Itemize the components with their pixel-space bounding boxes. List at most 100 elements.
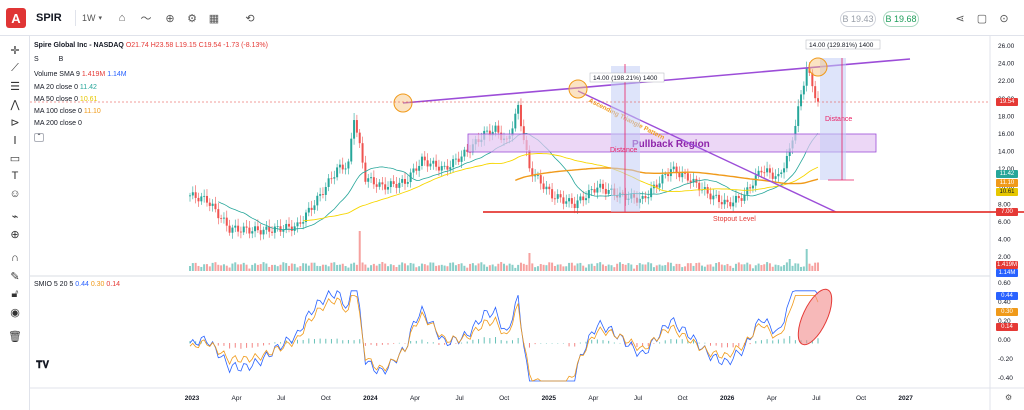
lock-icon[interactable]: 🔓︎ [11,287,19,300]
templates-icon[interactable]: ▦ [208,12,220,25]
candle-body [302,222,305,224]
text-icon[interactable]: T [11,170,19,182]
projection-icon[interactable]: ⊳ [10,116,20,129]
candle-body [802,85,805,95]
lock-drawing-icon[interactable]: ✎ [10,270,20,283]
alert-icon[interactable]: ⌂ [118,12,126,24]
time-axis[interactable]: 2023 Apr Jul Oct 2024 Apr Jul Oct 2025 Apr Jul Oct 2… [185,395,913,402]
volume-bar [548,262,551,271]
buy-button[interactable]: B 19.68 [883,11,919,27]
ma20-legend[interactable]: MA 20 close 0 11.42 [34,84,97,91]
osc-histogram-bar [381,343,383,345]
osc-tick: 0.20 [998,318,1011,325]
app-logo-icon[interactable]: A [6,8,26,28]
volume-bar [760,265,763,271]
compare-icon[interactable]: ⊕ [165,12,175,25]
ruler-icon[interactable]: ⌁ [11,210,19,223]
candle-body [392,181,395,184]
osc-histogram-bar [347,339,349,344]
interval-selector[interactable]: 1W ▾ [82,13,103,23]
indicators-icon[interactable]: ⚙ [187,12,197,25]
price-axis[interactable]: 26.0024.0022.0020.0018.0016.0014.0012.00… [998,43,1015,261]
share-icon[interactable]: ⋖ [955,12,965,25]
osc-histogram-bar [540,343,542,344]
volume-bar [621,263,624,271]
candle-body [228,225,231,233]
fullscreen-icon[interactable]: ⊙ [999,12,1009,25]
candle-body [539,175,542,184]
volume-bar [381,262,384,271]
ma100-legend[interactable]: MA 100 close 0 11.10 [34,108,101,115]
volume-bar [418,266,421,271]
osc-histogram-bar [602,340,604,344]
buy-label[interactable]: B [58,56,64,63]
osc-histogram-bar [325,338,327,344]
pattern-icon[interactable]: ⋀ [10,98,20,111]
candle-body [387,187,390,190]
sell-label[interactable]: S [34,56,39,63]
settings-icon[interactable]: ⚙ [1005,393,1012,402]
osc-histogram-bar [517,337,519,344]
volume-bar [225,265,228,271]
replay-icon[interactable]: ⟲ [245,12,255,25]
candle-body [514,113,517,129]
visibility-icon[interactable]: ◉ [10,306,20,319]
crosshair-icon[interactable]: ✛ [10,44,20,57]
price-tick: 14.00 [998,149,1015,156]
smio-legend[interactable]: SMIO 5 20 5 0.44 0.30 0.14 [34,281,120,288]
zoom-icon[interactable]: ⊕ [10,228,20,241]
measure-icon[interactable]: Ⅰ [13,134,17,147]
magnet-icon[interactable]: ∩ [11,252,19,264]
candle-body [590,189,593,191]
ma200-legend[interactable]: MA 200 close 0 [34,120,82,127]
osc-histogram-bar [568,343,570,347]
ma50-legend[interactable]: MA 50 close 0 10.61 [34,96,97,103]
volume-bar [375,265,378,271]
distance-box-1[interactable] [611,66,640,212]
chart-type-icon[interactable]: 〜 [140,13,152,25]
volume-bar [398,264,401,271]
volume-bar [817,262,819,271]
brush-icon[interactable]: ▭ [9,152,21,165]
trash-icon[interactable]: 🗑︎ [8,330,22,343]
symbol-search[interactable]: SPIR [36,12,62,24]
candle-body [757,170,760,176]
trendline-icon[interactable]: ⟋ [11,61,19,74]
candle-body [420,156,423,166]
osc-histogram-bar [726,343,728,348]
collapse-legend-button[interactable]: ⌃ [34,133,44,142]
price-chart[interactable]: Pullback Region Stopout Level Ascending … [30,36,1024,410]
touch-circle-1[interactable] [393,93,413,113]
candle-body [548,186,551,190]
candle-body [220,218,223,219]
pullback-region[interactable] [467,133,877,153]
osc-histogram-bar [359,339,361,344]
osc-histogram-bar [461,342,463,344]
touch-circle-3[interactable] [808,57,828,77]
volume-bar [681,267,684,271]
oscillator-axis[interactable]: 0.60 0.40 0.20 0.00 -0.20 -0.40 [998,280,1013,382]
fib-icon[interactable]: ☰ [10,80,20,93]
volume-bar [480,262,483,271]
candle-body [658,183,661,188]
candle-body [299,222,302,224]
emoji-icon[interactable]: ☺ [9,188,21,200]
oscillator-highlight[interactable] [791,285,838,350]
volume-bar [505,265,508,271]
candle-body [205,195,208,203]
snapshot-icon[interactable]: ▢ [976,12,988,25]
symbol-title: Spire Global Inc - NASDAQ [34,42,124,49]
volume-legend[interactable]: Volume SMA 9 1.419M 1.14M [34,71,127,78]
osc-histogram-bar [777,339,779,344]
volume-bar [701,265,704,271]
osc-histogram-bar [585,341,587,344]
sell-button[interactable]: B 19.43 [840,11,876,27]
volume-bar [282,262,285,271]
volume-bar [367,267,370,271]
volume-bar [706,264,709,271]
candle-body [661,174,664,184]
osc-histogram-bar [495,337,497,344]
volume-bar [338,264,341,271]
volume-bar [200,266,203,271]
touch-circle-2[interactable] [568,79,588,99]
